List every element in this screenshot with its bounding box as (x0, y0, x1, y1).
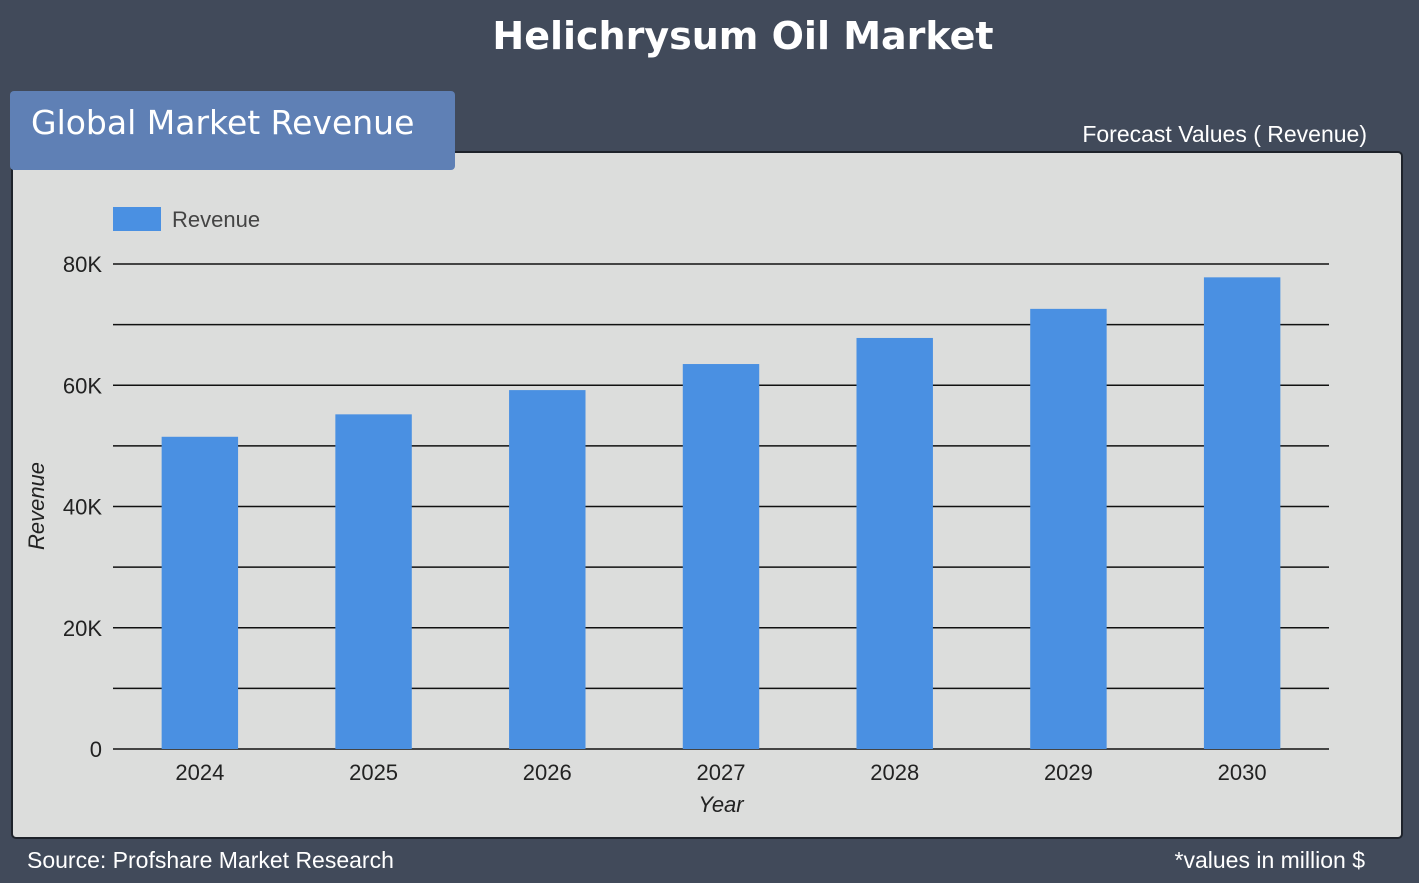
y-tick-label: 60K (63, 373, 102, 398)
source-label: Source: Profshare Market Research (27, 847, 394, 873)
bar-2026 (509, 390, 586, 749)
x-tick-label: 2024 (175, 760, 224, 785)
y-tick-label: 40K (63, 495, 102, 520)
y-axis-label: Revenue (24, 462, 49, 550)
x-tick-label: 2029 (1044, 760, 1093, 785)
x-tick-label: 2028 (870, 760, 919, 785)
forecast-label: Forecast Values ( Revenue) (1082, 121, 1367, 147)
y-tick-label: 20K (63, 616, 102, 641)
bar-2030 (1203, 277, 1281, 749)
y-tick-label: 0 (90, 737, 102, 762)
units-note: *values in million $ (1174, 847, 1365, 873)
bar-2029 (1030, 308, 1107, 749)
bar-2024 (161, 436, 239, 749)
x-tick-label: 2027 (697, 760, 746, 785)
bar-2027 (682, 364, 760, 749)
bar-2028 (856, 337, 933, 749)
x-tick-label: 2030 (1218, 760, 1267, 785)
x-axis-label: Year (698, 792, 745, 817)
page-title: Helichrysum Oil Market (492, 14, 994, 58)
section-label: Global Market Revenue (31, 103, 415, 142)
legend-label: Revenue (172, 207, 260, 232)
y-tick-label: 80K (63, 252, 102, 277)
section-badge: Global Market Revenue (10, 91, 455, 170)
legend-swatch (113, 207, 161, 231)
x-tick-label: 2026 (523, 760, 572, 785)
bar-2025 (335, 414, 412, 749)
x-tick-label: 2025 (349, 760, 398, 785)
